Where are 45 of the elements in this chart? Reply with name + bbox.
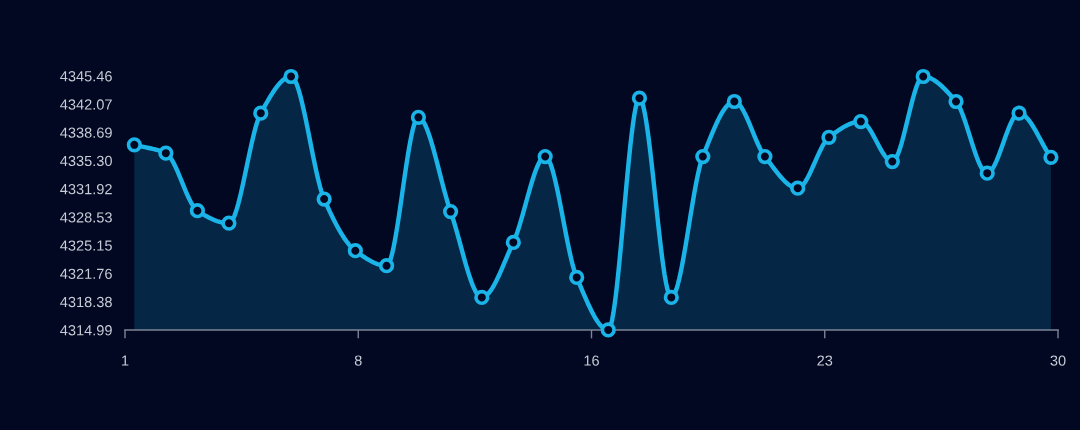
point <box>979 165 995 181</box>
point <box>158 145 174 161</box>
point <box>347 243 363 259</box>
point <box>253 105 269 121</box>
point <box>757 148 773 165</box>
point <box>283 68 299 85</box>
point <box>1043 149 1059 165</box>
point <box>726 93 742 110</box>
point <box>221 215 237 231</box>
point <box>695 148 711 165</box>
point <box>600 322 616 338</box>
y-tick-label: 4328.53 <box>60 212 112 223</box>
point <box>790 180 806 196</box>
y-tick-label: 4338.69 <box>60 127 112 138</box>
y-tick-label: 4318.38 <box>60 296 112 308</box>
point <box>948 93 964 110</box>
point <box>631 90 648 106</box>
point <box>915 68 931 85</box>
point <box>537 148 553 165</box>
point <box>442 203 459 220</box>
point <box>884 153 900 170</box>
y-tick-label: 4345.46 <box>60 71 112 82</box>
point <box>189 203 206 219</box>
y-tick-label: 4325.15 <box>60 240 112 251</box>
x-tick-label: 16 <box>584 355 599 366</box>
y-tick-label: 4321.76 <box>60 268 112 279</box>
y-tick-label: 4331.92 <box>60 183 112 195</box>
x-tick-label: 30 <box>1050 355 1066 366</box>
y-tick-label: 4335.30 <box>60 155 112 167</box>
x-tick-label: 1 <box>122 355 129 366</box>
x-tick-label: 23 <box>817 355 833 366</box>
y-tick-label: 4342.07 <box>60 99 112 110</box>
point <box>1011 105 1027 121</box>
point <box>569 269 585 286</box>
point <box>126 137 142 153</box>
point <box>316 191 332 207</box>
point <box>663 289 679 306</box>
point <box>505 234 521 251</box>
point <box>378 258 395 274</box>
point <box>853 113 869 130</box>
point <box>474 289 490 306</box>
point <box>821 129 837 145</box>
x-tick-label: 8 <box>354 355 362 366</box>
point <box>410 109 427 125</box>
y-tick-label: 4314.99 <box>60 325 112 336</box>
